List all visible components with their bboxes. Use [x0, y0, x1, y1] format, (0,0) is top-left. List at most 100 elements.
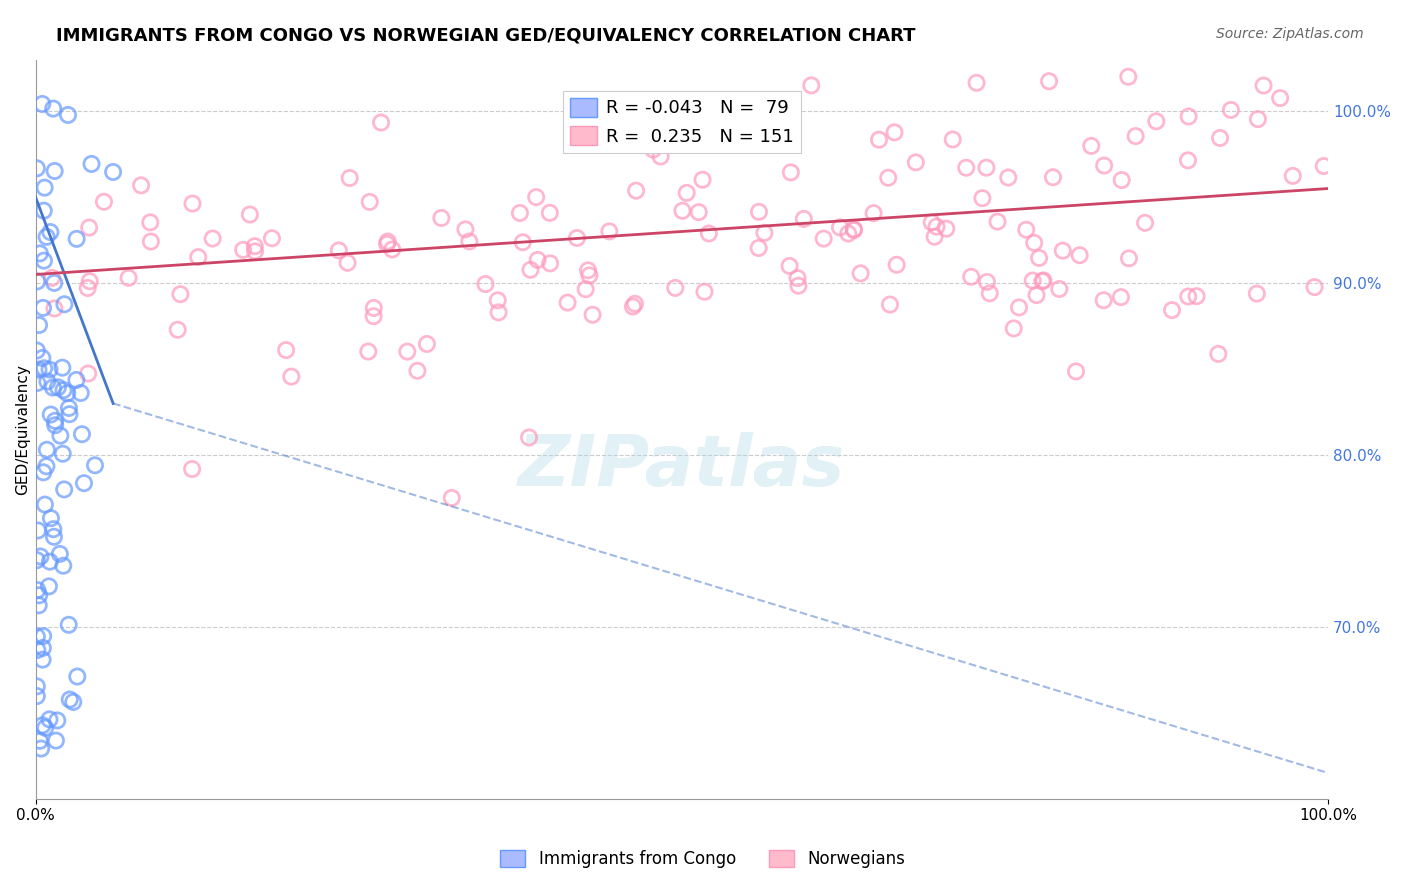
Point [997, 170, 1019, 185]
Point [1092, 293, 1115, 308]
Point [1313, 159, 1336, 173]
Point [1133, 216, 1156, 230]
Point [709, 101, 731, 115]
Point [1008, 301, 1031, 315]
Point [32, 203, 55, 218]
Point [440, 491, 463, 505]
Point [28, 588, 51, 602]
Point [650, 149, 672, 163]
Point [56, 108, 79, 122]
Point [44, 414, 66, 428]
Point [697, 227, 720, 241]
Point [1032, 273, 1054, 287]
Point [575, 282, 598, 296]
Point [1268, 91, 1291, 105]
Point [30, 741, 52, 756]
Point [38, 579, 60, 593]
Point [32, 465, 55, 479]
Point [51, 360, 73, 375]
Point [25, 689, 48, 703]
Point [1021, 274, 1043, 288]
Point [34, 180, 56, 194]
Point [1047, 282, 1070, 296]
Point [35, 442, 58, 457]
Point [786, 271, 808, 285]
Point [748, 241, 770, 255]
Point [430, 211, 453, 225]
Point [1015, 223, 1038, 237]
Point [77, 220, 100, 235]
Point [139, 235, 162, 249]
Point [924, 229, 946, 244]
Point [883, 125, 905, 139]
Point [1253, 78, 1275, 93]
Text: ZIPatlas: ZIPatlas [519, 432, 845, 500]
Point [27, 524, 49, 538]
Point [800, 78, 823, 93]
Point [1303, 280, 1326, 294]
Point [524, 190, 547, 204]
Point [935, 221, 957, 235]
Point [787, 278, 810, 293]
Point [375, 237, 398, 252]
Point [849, 266, 872, 280]
Point [25, 630, 48, 644]
Point [39, 511, 62, 525]
Point [942, 132, 965, 146]
Point [754, 226, 776, 240]
Point [1116, 70, 1139, 84]
Point [602, 114, 624, 128]
Point [976, 275, 998, 289]
Point [73, 476, 96, 491]
Point [35, 459, 58, 474]
Point [28, 734, 51, 748]
Point [38, 555, 60, 569]
Text: IMMIGRANTS FROM CONGO VS NORWEGIAN GED/EQUIVALENCY CORRELATION CHART: IMMIGRANTS FROM CONGO VS NORWEGIAN GED/E… [56, 27, 915, 45]
Point [377, 235, 399, 249]
Point [45, 733, 67, 747]
Point [66, 232, 89, 246]
Legend: R = -0.043   N =  79, R =  0.235   N = 151: R = -0.043 N = 79, R = 0.235 N = 151 [562, 91, 801, 153]
Point [779, 165, 801, 179]
Point [1042, 170, 1064, 185]
Point [32, 253, 55, 268]
Point [27, 583, 49, 598]
Point [986, 214, 1008, 228]
Point [921, 215, 943, 229]
Text: Source: ZipAtlas.com: Source: ZipAtlas.com [1216, 27, 1364, 41]
Point [65, 373, 87, 387]
Point [643, 143, 665, 157]
Point [1038, 74, 1060, 88]
Point [101, 165, 124, 179]
Point [693, 285, 716, 299]
Point [517, 430, 540, 444]
Point [359, 194, 381, 209]
Point [280, 369, 302, 384]
Point [339, 171, 361, 186]
Legend: Immigrants from Congo, Norwegians: Immigrants from Congo, Norwegians [494, 843, 912, 875]
Point [416, 337, 439, 351]
Point [53, 297, 76, 311]
Point [381, 243, 404, 257]
Point [363, 301, 385, 315]
Point [1111, 173, 1133, 187]
Point [526, 252, 548, 267]
Point [458, 235, 481, 249]
Point [181, 196, 204, 211]
Point [1209, 131, 1232, 145]
Point [904, 155, 927, 169]
Point [37, 375, 59, 389]
Point [519, 262, 541, 277]
Point [232, 243, 254, 257]
Point [976, 161, 998, 175]
Point [34, 498, 56, 512]
Point [692, 172, 714, 186]
Point [1064, 364, 1087, 378]
Point [842, 222, 865, 236]
Point [336, 256, 359, 270]
Point [28, 599, 51, 613]
Point [509, 206, 531, 220]
Point [879, 297, 901, 311]
Point [624, 297, 647, 311]
Point [1177, 289, 1199, 303]
